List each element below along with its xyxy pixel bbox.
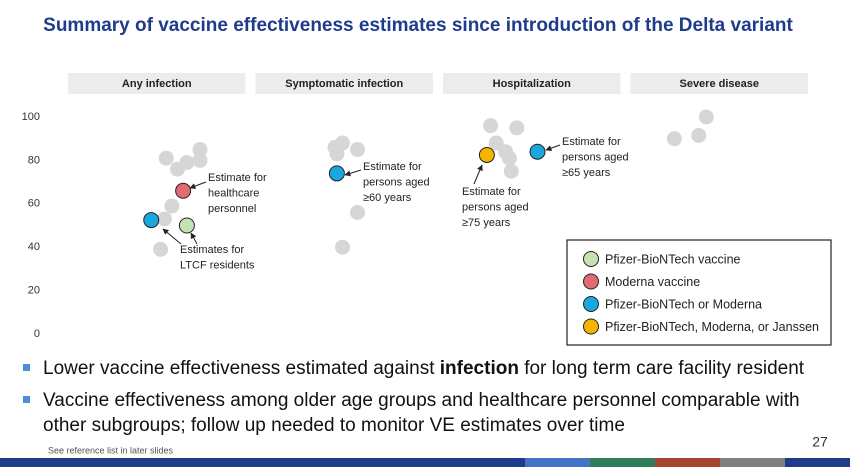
stripe — [720, 458, 785, 467]
point — [478, 146, 495, 163]
other-estimate — [329, 146, 345, 162]
other-estimate — [503, 163, 519, 179]
y-tick-label: 100 — [22, 111, 40, 123]
bullet-marker — [23, 364, 30, 371]
annotation: Estimate for — [462, 186, 521, 198]
panel-header-label: Any infection — [122, 78, 192, 90]
panel-header-label: Severe disease — [679, 78, 759, 90]
bullet-text-part: for long term care facility resident — [519, 358, 805, 379]
other-estimate — [192, 142, 208, 158]
bullet-marker — [23, 396, 30, 403]
annotation-arrow — [190, 232, 198, 245]
stripe — [525, 458, 590, 467]
bullet-text: other subgroups; follow up needed to mon… — [43, 415, 625, 436]
point — [328, 165, 345, 182]
point — [143, 212, 160, 229]
annotation: Estimates for — [180, 244, 245, 256]
annotation-arrow — [545, 144, 561, 152]
annotation: Estimate for — [562, 136, 621, 148]
annotation: persons aged — [562, 151, 629, 163]
panel-header-label: Hospitalization — [493, 78, 572, 90]
other-estimate — [179, 155, 195, 171]
footnote: See reference list in later slides — [48, 445, 174, 455]
stripe — [0, 458, 525, 467]
other-estimate — [335, 239, 350, 255]
bullet-text: Vaccine effectiveness among older age gr… — [43, 390, 800, 411]
y-tick-label: 0 — [34, 328, 40, 340]
legend-swatch — [583, 251, 599, 267]
point — [178, 217, 195, 234]
other-estimate — [153, 241, 169, 257]
annotation: healthcare — [208, 187, 259, 199]
other-estimate — [156, 211, 172, 227]
other-estimate — [691, 127, 707, 143]
annotation: ≥60 years — [363, 192, 412, 204]
other-estimate — [698, 109, 714, 125]
other-estimate — [483, 118, 499, 134]
annotation-arrow — [162, 228, 182, 245]
annotation: persons aged — [462, 201, 529, 213]
bullet-text-part: infection — [440, 358, 519, 379]
other-estimate — [350, 142, 365, 158]
other-estimate — [192, 152, 208, 168]
annotation: personnel — [208, 203, 256, 215]
panel-header-label: Symptomatic infection — [285, 78, 403, 90]
legend-swatch — [583, 296, 599, 312]
other-estimate — [666, 131, 682, 147]
bullet-text: Lower vaccine effectiveness estimated ag… — [43, 358, 805, 379]
panel-header — [630, 73, 808, 94]
y-tick-label: 80 — [28, 154, 40, 166]
stripe — [785, 458, 850, 467]
annotation-arrow — [344, 169, 362, 177]
y-tick-label: 20 — [28, 285, 40, 297]
other-estimate — [158, 150, 174, 166]
point — [529, 143, 546, 160]
other-estimate — [350, 204, 365, 220]
annotation: Estimate for — [363, 161, 422, 173]
bullet-text-part: Lower vaccine effectiveness estimated ag… — [43, 358, 440, 379]
panel-header — [255, 73, 433, 94]
point — [175, 182, 192, 199]
annotation: Estimate for — [208, 172, 267, 184]
legend-label: Pfizer-BioNTech vaccine — [605, 252, 741, 266]
panel-header — [68, 73, 246, 94]
other-estimate — [509, 120, 525, 136]
annotation: persons aged — [363, 176, 430, 188]
y-tick-label: 60 — [28, 198, 40, 210]
legend-swatch — [583, 273, 599, 290]
legend-swatch — [583, 318, 599, 335]
stripe — [590, 458, 655, 467]
legend-label: Moderna vaccine — [605, 275, 700, 289]
legend-box — [566, 239, 832, 346]
other-estimate — [164, 198, 180, 214]
panel-header — [443, 73, 621, 94]
legend-label: Pfizer-BioNTech or Moderna — [605, 297, 762, 311]
annotation: LTCF residents — [180, 259, 255, 271]
annotation-arrow — [189, 181, 207, 189]
page-number: 27 — [812, 434, 828, 450]
legend-label: Pfizer-BioNTech, Moderna, or Janssen — [605, 320, 819, 334]
stripe — [655, 458, 720, 467]
y-tick-label: 40 — [28, 241, 40, 253]
other-estimate — [501, 150, 517, 166]
annotation: ≥75 years — [462, 217, 511, 229]
annotation-arrow — [473, 164, 483, 185]
annotation: ≥65 years — [562, 167, 611, 179]
chart-title: Summary of vaccine effectiveness estimat… — [43, 15, 793, 36]
